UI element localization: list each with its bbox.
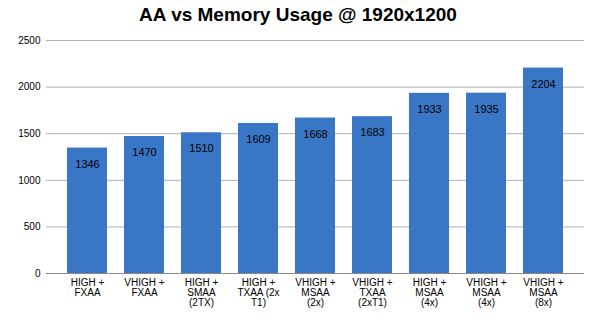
svg-text:1609: 1609 <box>246 133 270 145</box>
svg-text:1510: 1510 <box>189 142 213 154</box>
html-text:AA vs Memory Usage @ 1920x1200: AA vs Memory Usage @ 1920x1200 <box>139 4 457 25</box>
svg-text:2500: 2500 <box>18 35 41 46</box>
svg-text:HIGH +FXAA: HIGH +FXAA <box>71 277 105 298</box>
svg-text:1500: 1500 <box>18 128 41 139</box>
svg-text:VHIGH +MSAA(4x): VHIGH +MSAA(4x) <box>466 277 506 308</box>
svg-text:2000: 2000 <box>18 81 41 92</box>
svg-text:1000: 1000 <box>18 175 41 186</box>
svg-text:2204: 2204 <box>531 78 555 90</box>
svg-text:1470: 1470 <box>132 146 156 158</box>
svg-text:HIGH +SMAA(2TX): HIGH +SMAA(2TX) <box>185 277 219 308</box>
svg-text:500: 500 <box>24 221 41 232</box>
svg-text:HIGH +TXAA (2xT1): HIGH +TXAA (2xT1) <box>237 277 279 308</box>
svg-text:1683: 1683 <box>360 126 384 138</box>
svg-text:1668: 1668 <box>303 128 327 140</box>
svg-text:0: 0 <box>35 268 41 279</box>
svg-text:1933: 1933 <box>417 103 441 115</box>
svg-text:HIGH +MSAA(4x): HIGH +MSAA(4x) <box>413 277 447 308</box>
svg-text:VHIGH +MSAA(8x): VHIGH +MSAA(8x) <box>523 277 563 308</box>
svg-text:VHIGH +FXAA: VHIGH +FXAA <box>124 277 164 298</box>
svg-text:VHIGH +TXAA(2xT1): VHIGH +TXAA(2xT1) <box>352 277 392 308</box>
svg-text:1935: 1935 <box>474 103 498 115</box>
svg-text:1346: 1346 <box>75 158 99 170</box>
svg-text:VHIGH +MSAA(2x): VHIGH +MSAA(2x) <box>295 277 335 308</box>
